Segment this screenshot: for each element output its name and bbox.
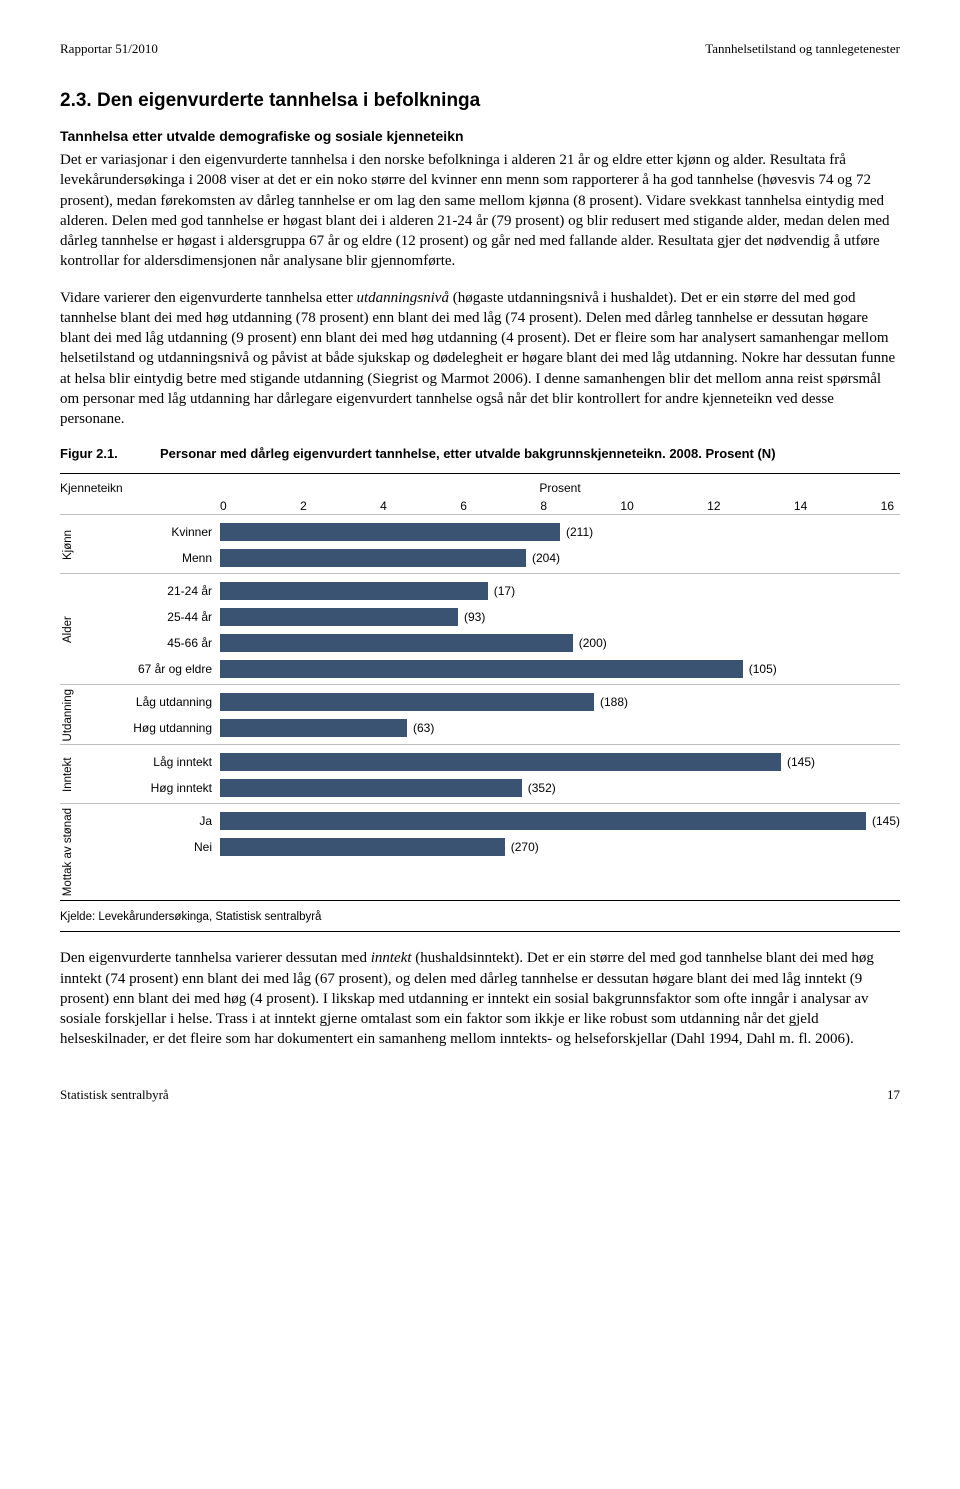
chart-bar — [220, 549, 526, 567]
chart-bar — [220, 634, 573, 652]
chart-bar — [220, 812, 866, 830]
chart-bar — [220, 608, 458, 626]
footer-left: Statistisk sentralbyrå — [60, 1086, 169, 1104]
chart-bar-row: 45-66 år (200) — [78, 630, 900, 656]
chart-x-tick: 8 — [540, 498, 547, 514]
para3-em: inntekt — [371, 950, 412, 966]
chart-row-label: Låg inntekt — [78, 754, 220, 770]
chart-bar-n: (63) — [413, 720, 434, 736]
chart-group-label: Kjønn — [60, 519, 78, 571]
chart-y-title: Kjenneteikn — [60, 480, 220, 514]
chart-group-label: Utdanning — [60, 689, 78, 741]
chart-bar — [220, 693, 594, 711]
section-subheading: Tannhelsa etter utvalde demografiske og … — [60, 127, 900, 146]
paragraph-2: Vidare varierer den eigenvurderte tannhe… — [60, 288, 900, 430]
chart-bar-row: 67 år og eldre (105) — [78, 656, 900, 682]
chart-bar-row: Høg utdanning (63) — [78, 715, 900, 741]
chart-row-label: 45-66 år — [78, 635, 220, 651]
chart-bar — [220, 719, 407, 737]
figure-chart: Kjenneteikn Prosent 0 2 4 6 8 10 12 14 16 KjønnK… — [60, 473, 900, 901]
chart-x-tick: 6 — [460, 498, 467, 514]
chart-bar-row: Kvinner (211) — [78, 519, 900, 545]
footer-right: 17 — [887, 1086, 900, 1104]
para2-em: utdanningsnivå — [356, 290, 449, 306]
chart-bar — [220, 838, 505, 856]
chart-bar-row: Høg inntekt (352) — [78, 775, 900, 801]
paragraph-3: Den eigenvurderte tannhelsa varierer des… — [60, 948, 900, 1049]
chart-bar-row: Låg inntekt (145) — [78, 749, 900, 775]
chart-row-label: 25-44 år — [78, 609, 220, 625]
chart-group: Mottak av stønadJa (145) Nei (270) — [60, 803, 900, 898]
chart-bar — [220, 660, 743, 678]
chart-bar-row: Ja (145) — [78, 808, 900, 834]
chart-bar — [220, 753, 781, 771]
chart-bar-n: (270) — [511, 839, 539, 855]
figure-source: Kjelde: Levekårundersøkinga, Statistisk … — [60, 907, 900, 933]
chart-x-tick: 2 — [300, 498, 307, 514]
chart-bar-row: Nei (270) — [78, 834, 900, 860]
chart-group-label: Mottak av stønad — [60, 808, 78, 896]
chart-row-label: Høg utdanning — [78, 720, 220, 736]
chart-x-tick: 12 — [707, 498, 720, 514]
section-heading: 2.3. Den eigenvurderte tannhelsa i befol… — [60, 88, 900, 114]
chart-bar-n: (352) — [528, 780, 556, 796]
chart-bar-n: (188) — [600, 694, 628, 710]
chart-bar — [220, 523, 560, 541]
chart-row-label: Høg inntekt — [78, 780, 220, 796]
chart-x-tick: 4 — [380, 498, 387, 514]
chart-bar-n: (145) — [787, 754, 815, 770]
chart-row-label: Kvinner — [78, 524, 220, 540]
chart-bar-n: (200) — [579, 635, 607, 651]
chart-bar-n: (204) — [532, 550, 560, 566]
chart-row-label: Låg utdanning — [78, 694, 220, 710]
chart-group-label: Inntekt — [60, 749, 78, 801]
chart-row-label: Menn — [78, 550, 220, 566]
chart-group-label: Alder — [60, 578, 78, 682]
chart-group: UtdanningLåg utdanning (188) Høg utdanning… — [60, 684, 900, 743]
chart-x-tick: 0 — [220, 498, 227, 514]
chart-group: Alder21-24 år (17) 25-44 år (93) 45-66 år (20… — [60, 573, 900, 684]
chart-x-title: Prosent — [220, 480, 900, 496]
chart-x-tick: 16 — [881, 498, 894, 514]
chart-row-label: Ja — [78, 813, 220, 829]
chart-bar-row: 25-44 år (93) — [78, 604, 900, 630]
figure-label: Figur 2.1. — [60, 445, 160, 463]
chart-bar-row: Låg utdanning (188) — [78, 689, 900, 715]
para2-a: Vidare varierer den eigenvurderte tannhe… — [60, 290, 356, 306]
chart-x-tick: 10 — [620, 498, 633, 514]
chart-bar-row: 21-24 år (17) — [78, 578, 900, 604]
chart-bar — [220, 779, 522, 797]
chart-row-label: 21-24 år — [78, 583, 220, 599]
chart-bar-row: Menn (204) — [78, 545, 900, 571]
para2-b: (høgaste utdanningsnivå i hushaldet). De… — [60, 290, 895, 428]
chart-bar-n: (105) — [749, 661, 777, 677]
header-right: Tannhelsetilstand og tannlegetenester — [705, 40, 900, 58]
para3-a: Den eigenvurderte tannhelsa varierer des… — [60, 950, 371, 966]
figure-title: Personar med dårleg eigenvurdert tannhel… — [160, 445, 900, 463]
chart-group: InntektLåg inntekt (145) Høg inntekt (352) — [60, 744, 900, 803]
chart-x-tick: 14 — [794, 498, 807, 514]
paragraph-1: Det er variasjonar i den eigenvurderte t… — [60, 150, 900, 272]
chart-bar-n: (93) — [464, 609, 485, 625]
chart-bar — [220, 582, 488, 600]
chart-group: KjønnKvinner (211) Menn (204) — [60, 514, 900, 573]
chart-row-label: Nei — [78, 839, 220, 855]
chart-bar-n: (211) — [566, 524, 593, 540]
chart-x-ticks: 0 2 4 6 8 10 12 14 16 — [220, 498, 900, 514]
header-left: Rapportar 51/2010 — [60, 40, 158, 58]
chart-bar-n: (145) — [872, 813, 900, 829]
chart-row-label: 67 år og eldre — [78, 661, 220, 677]
chart-bar-n: (17) — [494, 583, 515, 599]
